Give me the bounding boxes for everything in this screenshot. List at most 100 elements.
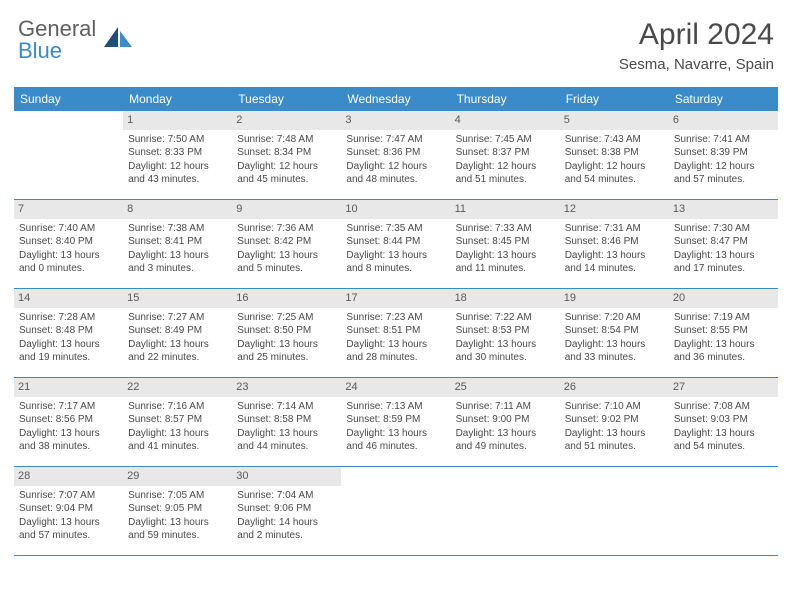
day-cell: [669, 467, 778, 555]
day-number: 3: [341, 111, 450, 130]
daylight-text: Daylight: 13 hours and 51 minutes.: [565, 427, 664, 454]
sunrise-text: Sunrise: 7:40 AM: [19, 222, 118, 236]
sunrise-text: Sunrise: 7:22 AM: [456, 311, 555, 325]
sunset-text: Sunset: 8:51 PM: [346, 324, 445, 338]
day-number: 16: [232, 289, 341, 308]
daylight-text: Daylight: 13 hours and 25 minutes.: [237, 338, 336, 365]
daylight-text: Daylight: 13 hours and 30 minutes.: [456, 338, 555, 365]
day-number: 4: [451, 111, 560, 130]
day-cell: 12Sunrise: 7:31 AMSunset: 8:46 PMDayligh…: [560, 200, 669, 288]
sunrise-text: Sunrise: 7:28 AM: [19, 311, 118, 325]
day-number: 28: [14, 467, 123, 486]
sunrise-text: Sunrise: 7:35 AM: [346, 222, 445, 236]
sunrise-text: Sunrise: 7:38 AM: [128, 222, 227, 236]
sunrise-text: Sunrise: 7:20 AM: [565, 311, 664, 325]
day-number: 6: [669, 111, 778, 130]
sunrise-text: Sunrise: 7:04 AM: [237, 489, 336, 503]
sunrise-text: Sunrise: 7:47 AM: [346, 133, 445, 147]
daylight-text: Daylight: 13 hours and 17 minutes.: [674, 249, 773, 276]
daylight-text: Daylight: 13 hours and 46 minutes.: [346, 427, 445, 454]
day-cell: 7 Sunrise: 7:40 AMSunset: 8:40 PMDaylight…: [14, 200, 123, 288]
sunset-text: Sunset: 8:41 PM: [128, 235, 227, 249]
day-number: 21: [14, 378, 123, 397]
day-cell: 30Sunrise: 7:04 AMSunset: 9:06 PMDayligh…: [232, 467, 341, 555]
day-number: 20: [669, 289, 778, 308]
day-cell: 25Sunrise: 7:11 AMSunset: 9:00 PMDayligh…: [451, 378, 560, 466]
sunrise-text: Sunrise: 7:25 AM: [237, 311, 336, 325]
daylight-text: Daylight: 13 hours and 0 minutes.: [19, 249, 118, 276]
daylight-text: Daylight: 13 hours and 5 minutes.: [237, 249, 336, 276]
month-title: April 2024: [619, 18, 774, 52]
sunset-text: Sunset: 8:44 PM: [346, 235, 445, 249]
sunrise-text: Sunrise: 7:48 AM: [237, 133, 336, 147]
sunrise-text: Sunrise: 7:14 AM: [237, 400, 336, 414]
sunset-text: Sunset: 8:39 PM: [674, 146, 773, 160]
day-cell: [451, 467, 560, 555]
day-cell: 23Sunrise: 7:14 AMSunset: 8:58 PMDayligh…: [232, 378, 341, 466]
day-cell: 5Sunrise: 7:43 AMSunset: 8:38 PMDaylight…: [560, 111, 669, 199]
sunrise-text: Sunrise: 7:23 AM: [346, 311, 445, 325]
sunrise-text: Sunrise: 7:05 AM: [128, 489, 227, 503]
day-number: 7: [14, 200, 123, 219]
sunset-text: Sunset: 8:59 PM: [346, 413, 445, 427]
daylight-text: Daylight: 12 hours and 57 minutes.: [674, 160, 773, 187]
sunset-text: Sunset: 8:45 PM: [456, 235, 555, 249]
sunrise-text: Sunrise: 7:07 AM: [19, 489, 118, 503]
day-cell: 1Sunrise: 7:50 AMSunset: 8:33 PMDaylight…: [123, 111, 232, 199]
day-number: 25: [451, 378, 560, 397]
day-cell: 18Sunrise: 7:22 AMSunset: 8:53 PMDayligh…: [451, 289, 560, 377]
daylight-text: Daylight: 13 hours and 3 minutes.: [128, 249, 227, 276]
sunset-text: Sunset: 8:47 PM: [674, 235, 773, 249]
day-cell: 15Sunrise: 7:27 AMSunset: 8:49 PMDayligh…: [123, 289, 232, 377]
sunrise-text: Sunrise: 7:16 AM: [128, 400, 227, 414]
week-row: 21 Sunrise: 7:17 AMSunset: 8:56 PM Dayligh…: [14, 378, 778, 467]
day-number: 1: [123, 111, 232, 130]
day-number: 26: [560, 378, 669, 397]
day-number: 11: [451, 200, 560, 219]
day-number: 23: [232, 378, 341, 397]
sunrise-text: Sunrise: 7:19 AM: [674, 311, 773, 325]
location-subtitle: Sesma, Navarre, Spain: [619, 56, 774, 73]
sunset-text: Sunset: 8:34 PM: [237, 146, 336, 160]
sunrise-text: Sunrise: 7:30 AM: [674, 222, 773, 236]
daylight-text: Daylight: 12 hours and 48 minutes.: [346, 160, 445, 187]
day-number: 8: [123, 200, 232, 219]
sunrise-text: Sunrise: 7:41 AM: [674, 133, 773, 147]
day-number: 13: [669, 200, 778, 219]
day-cell: [341, 467, 450, 555]
dow-cell: Friday: [560, 87, 669, 111]
sunrise-text: Sunrise: 7:50 AM: [128, 133, 227, 147]
day-cell: 28Sunrise: 7:07 AMSunset: 9:04 PMDayligh…: [14, 467, 123, 555]
sunset-text: Sunset: 8:37 PM: [456, 146, 555, 160]
day-number: 12: [560, 200, 669, 219]
brand-blue: Blue: [18, 38, 62, 63]
daylight-text: Daylight: 13 hours and 49 minutes.: [456, 427, 555, 454]
day-cell: 16Sunrise: 7:25 AMSunset: 8:50 PMDayligh…: [232, 289, 341, 377]
sunset-text: Sunset: 8:40 PM: [19, 235, 118, 249]
sunrise-text: Sunrise: 7:13 AM: [346, 400, 445, 414]
sunset-text: Sunset: 9:06 PM: [237, 502, 336, 516]
dow-cell: Monday: [123, 87, 232, 111]
daylight-text: Daylight: 13 hours and 19 minutes.: [19, 338, 118, 365]
sunset-text: Sunset: 8:46 PM: [565, 235, 664, 249]
daylight-text: Daylight: 13 hours and 57 minutes.: [19, 516, 118, 543]
sunset-text: Sunset: 8:56 PM: [19, 413, 118, 427]
day-number: 2: [232, 111, 341, 130]
day-number: 5: [560, 111, 669, 130]
dow-cell: Wednesday: [341, 87, 450, 111]
sunrise-text: Sunrise: 7:45 AM: [456, 133, 555, 147]
day-cell: [560, 467, 669, 555]
day-number: 15: [123, 289, 232, 308]
week-row: 1Sunrise: 7:50 AMSunset: 8:33 PMDaylight…: [14, 111, 778, 200]
day-cell: 14Sunrise: 7:28 AMSunset: 8:48 PMDayligh…: [14, 289, 123, 377]
week-row: 14Sunrise: 7:28 AMSunset: 8:48 PMDayligh…: [14, 289, 778, 378]
sunset-text: Sunset: 8:42 PM: [237, 235, 336, 249]
sunrise-text: Sunrise: 7:36 AM: [237, 222, 336, 236]
sunset-text: Sunset: 8:55 PM: [674, 324, 773, 338]
sunset-text: Sunset: 8:54 PM: [565, 324, 664, 338]
day-cell: 10Sunrise: 7:35 AMSunset: 8:44 PMDayligh…: [341, 200, 450, 288]
day-cell: 27Sunrise: 7:08 AMSunset: 9:03 PMDayligh…: [669, 378, 778, 466]
sunrise-text: Sunrise: 7:17 AM: [19, 400, 118, 414]
day-cell: 2Sunrise: 7:48 AMSunset: 8:34 PMDaylight…: [232, 111, 341, 199]
day-number: 18: [451, 289, 560, 308]
